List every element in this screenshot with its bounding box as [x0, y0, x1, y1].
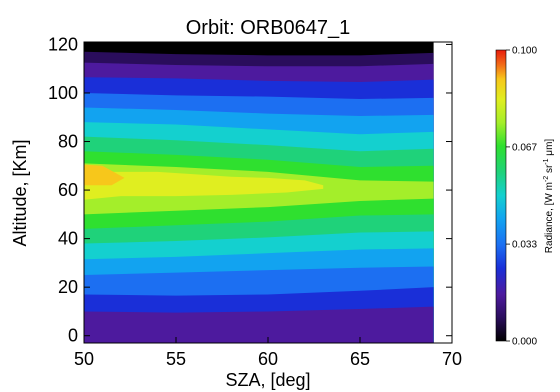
y-tick-label: 0: [68, 326, 78, 346]
colorbar-label: Radiance, [W m-2 sr-1 μm]: [543, 139, 555, 254]
colorbar-ticks: 0.000 0.033 0.067 0.100: [506, 46, 537, 348]
x-axis-label: SZA, [deg]: [225, 370, 310, 390]
contour-core: [84, 164, 125, 186]
x-tick-label: 65: [350, 349, 370, 369]
y-tick-label: 120: [48, 34, 78, 54]
y-tick-label: 100: [48, 83, 78, 103]
y-tick-label: 80: [58, 132, 78, 152]
contour-band: [84, 306, 434, 343]
y-tick-label: 40: [58, 229, 78, 249]
colorbar: [495, 49, 507, 342]
x-tick-label: 60: [258, 349, 278, 369]
colorbar-tick-label: 0.000: [512, 337, 537, 348]
y-tick-label: 20: [58, 277, 78, 297]
x-tick-label: 55: [166, 349, 186, 369]
x-tick-label: 50: [74, 349, 94, 369]
x-tick-label: 70: [442, 349, 462, 369]
chart-title: Orbit: ORB0647_1: [186, 17, 351, 39]
colorbar-tick-label: 0.033: [512, 240, 537, 251]
y-axis-label: Altitude, [Km]: [10, 139, 30, 246]
plot-area: [84, 42, 452, 343]
y-axis: 0 20 40 60 80 100 120: [48, 34, 452, 346]
contour-core: [84, 171, 324, 200]
colorbar-tick-label: 0.067: [512, 142, 537, 153]
y-tick-label: 60: [58, 180, 78, 200]
colorbar-tick-label: 0.100: [512, 46, 537, 57]
x-axis: 50 55 60 65 70: [74, 42, 462, 369]
